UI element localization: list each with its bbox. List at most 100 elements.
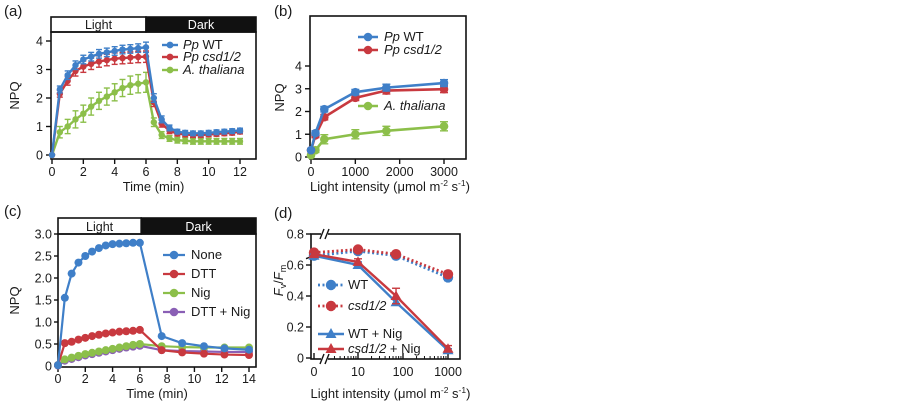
data-point — [142, 79, 150, 86]
series-blue — [306, 78, 449, 155]
legend-rest: WT — [199, 37, 223, 52]
panel-c-chart: Light Dark 0 2 4 6 8 10 12 14 0 0.5 1.0 1.5 2.0 2.5 3.0 T… — [7, 217, 257, 401]
legend-marker-green — [363, 101, 373, 111]
axis-break-gap — [321, 357, 328, 361]
panel-label-a: (a) — [4, 3, 22, 20]
y-tick-label: 3 — [36, 63, 43, 77]
data-point — [150, 119, 158, 126]
series-csd1-2-nig — [308, 248, 454, 353]
y-tick-label: 0.6 — [287, 259, 304, 273]
x-tick-label: 12 — [215, 372, 229, 386]
x-tick-label: 10 — [202, 165, 216, 179]
data-point — [67, 353, 76, 362]
x-label-text: ) — [466, 386, 470, 401]
data-point — [67, 337, 76, 346]
legend: None DTT Nig DTT + Nig — [163, 247, 250, 319]
data-point — [54, 361, 62, 370]
legend-marker-red — [166, 53, 174, 61]
x-tick-label: 3000 — [430, 165, 458, 179]
x-axis-label: Time (min) — [123, 179, 185, 194]
legend-entry: WT — [348, 277, 368, 292]
y-label-sub: v — [278, 283, 288, 288]
x-tick-label: 8 — [164, 372, 171, 386]
axis-break-mark — [319, 228, 325, 240]
legend-entry: A. thaliana — [383, 98, 445, 113]
data-point — [352, 244, 364, 255]
series-wt — [308, 245, 454, 283]
x-label-sup: -2 — [441, 385, 449, 395]
data-point — [115, 239, 124, 248]
legend-entry: WT + Nig — [348, 326, 402, 341]
data-point — [81, 252, 90, 260]
data-point — [158, 116, 165, 123]
data-point — [382, 126, 391, 136]
legend-marker-blue — [363, 32, 373, 42]
data-point — [166, 135, 173, 142]
data-point — [213, 138, 220, 145]
data-point — [56, 129, 64, 136]
dark-label: Dark — [185, 220, 212, 234]
data-point — [228, 127, 236, 135]
data-point — [88, 348, 97, 357]
axis-break-mark — [319, 353, 325, 365]
data-point — [390, 290, 402, 300]
data-point — [439, 121, 449, 131]
data-point — [108, 344, 117, 353]
data-point — [127, 54, 134, 61]
x-tick-label: 2 — [80, 165, 87, 179]
x-label-text: s — [448, 179, 459, 194]
legend-marker — [325, 328, 337, 338]
data-point — [158, 131, 165, 139]
data-point — [95, 58, 103, 65]
x-tick-label: 10 — [187, 372, 201, 386]
legend-marker-green — [166, 66, 174, 74]
data-point — [119, 84, 126, 92]
data-point — [135, 340, 144, 348]
x-tick-label: 6 — [143, 165, 150, 179]
y-tick-label: 0.4 — [287, 290, 304, 304]
legend-marker — [325, 300, 337, 312]
light-label: Light — [86, 220, 114, 234]
legend-name: WT — [348, 277, 368, 292]
data-point — [111, 55, 118, 62]
y-tick-label: 3.0 — [35, 228, 52, 242]
data-point — [178, 348, 187, 357]
data-point — [108, 328, 117, 337]
legend-italic: Pp csd1/2 — [183, 49, 242, 64]
data-point — [94, 244, 103, 253]
data-point — [80, 56, 87, 63]
y-tick-label: 0 — [297, 352, 304, 366]
series-line — [313, 252, 449, 350]
data-point — [67, 269, 76, 278]
series-blue — [54, 238, 253, 370]
data-point — [87, 60, 95, 67]
data-point — [390, 248, 402, 260]
y-label-sub: m — [278, 265, 288, 273]
data-point — [115, 343, 124, 352]
legend-italic: Pp — [384, 29, 400, 44]
data-point — [88, 247, 97, 256]
plot-frame — [309, 15, 467, 160]
data-point — [320, 134, 329, 144]
series-green — [48, 71, 244, 159]
legend-name: WT + Nig — [348, 326, 402, 341]
data-point — [306, 145, 316, 155]
data-point — [166, 124, 173, 132]
data-point — [134, 53, 142, 61]
data-point — [150, 94, 158, 102]
y-tick-label: 2 — [295, 105, 302, 119]
data-point — [220, 344, 229, 353]
legend-italic: Pp csd1/2 — [384, 42, 443, 57]
data-point — [135, 325, 144, 334]
data-point — [439, 78, 449, 88]
y-tick-label: 2.5 — [35, 250, 52, 264]
data-point — [351, 129, 360, 139]
y-tick-label: 0.2 — [287, 321, 304, 335]
data-point — [157, 346, 166, 355]
legend-entry: Pp WT — [384, 29, 424, 44]
y-tick-label: 0 — [36, 149, 43, 163]
data-point — [127, 45, 134, 53]
x-tick-label: 8 — [174, 165, 181, 179]
legend-marker-red — [363, 45, 373, 55]
